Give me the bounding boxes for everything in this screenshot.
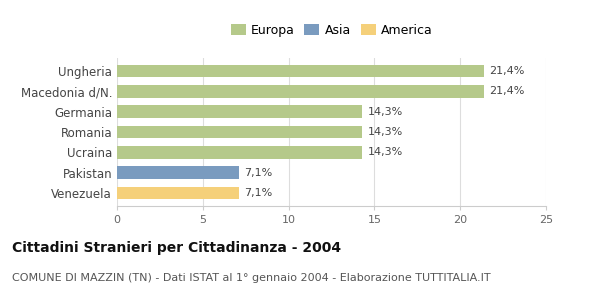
Text: 7,1%: 7,1% <box>244 188 272 198</box>
Bar <box>117 65 484 77</box>
Bar <box>117 186 239 199</box>
Text: 21,4%: 21,4% <box>490 86 525 96</box>
Text: 14,3%: 14,3% <box>368 127 403 137</box>
Text: 21,4%: 21,4% <box>490 66 525 76</box>
Bar <box>117 126 362 138</box>
Text: COMUNE DI MAZZIN (TN) - Dati ISTAT al 1° gennaio 2004 - Elaborazione TUTTITALIA.: COMUNE DI MAZZIN (TN) - Dati ISTAT al 1°… <box>12 273 491 282</box>
Text: 14,3%: 14,3% <box>368 107 403 117</box>
Legend: Europa, Asia, America: Europa, Asia, America <box>227 20 436 40</box>
Bar <box>117 105 362 118</box>
Bar <box>117 146 362 159</box>
Bar <box>117 166 239 179</box>
Text: Cittadini Stranieri per Cittadinanza - 2004: Cittadini Stranieri per Cittadinanza - 2… <box>12 241 341 255</box>
Text: 14,3%: 14,3% <box>368 147 403 157</box>
Bar <box>117 85 484 98</box>
Text: 7,1%: 7,1% <box>244 168 272 177</box>
